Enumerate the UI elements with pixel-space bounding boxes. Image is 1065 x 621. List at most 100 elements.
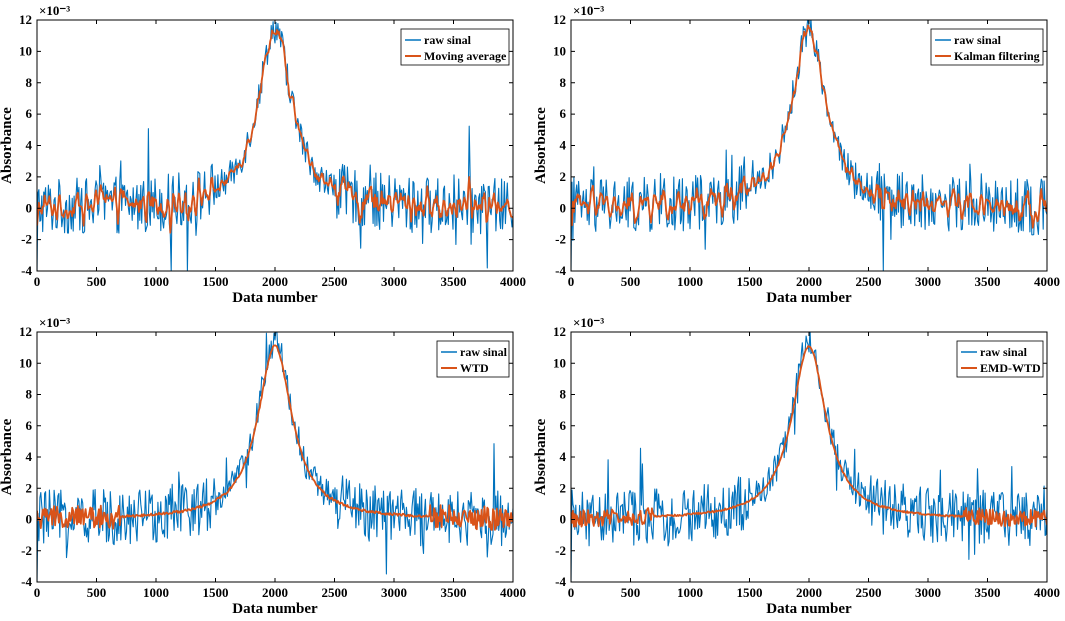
- y-tick-label: 12: [553, 324, 566, 339]
- y-axis-label: Absorbance: [0, 418, 15, 495]
- y-tick-label: 6: [560, 418, 567, 433]
- x-tick-label: 500: [87, 274, 107, 289]
- plot-area: [571, 332, 1047, 582]
- y-tick-label: 10: [19, 43, 32, 58]
- plot-area: [37, 21, 513, 271]
- x-tick-label: 500: [621, 585, 641, 600]
- x-tick-label: 2000: [262, 585, 288, 600]
- x-tick-label: 4000: [500, 274, 526, 289]
- y-tick-label: 12: [553, 12, 566, 27]
- y-tick-label: 2: [26, 480, 33, 495]
- x-tick-label: 4000: [1034, 585, 1060, 600]
- chart-panel-4: 0 500 1000 1500 2000 2500 3000 3500 4000 -4 -2 0 2 4 6…: [533, 315, 1060, 617]
- x-axis-label: Data number: [766, 601, 852, 617]
- exponent-label: ×10⁻³: [573, 3, 604, 18]
- x-tick-label: 3000: [915, 585, 941, 600]
- x-tick-label: 4000: [1034, 274, 1060, 289]
- y-tick-label: -4: [555, 574, 566, 589]
- x-tick-label: 0: [568, 585, 575, 600]
- y-tick-label: 0: [560, 200, 567, 215]
- x-tick-label: 3000: [381, 585, 407, 600]
- legend-label-2: EMD-WTD: [980, 361, 1041, 375]
- x-tick-label: 3500: [975, 274, 1001, 289]
- x-tick-label: 1500: [737, 274, 763, 289]
- exponent-label: ×10⁻³: [573, 315, 604, 330]
- y-tick-label: 12: [19, 12, 32, 27]
- x-tick-label: 1000: [677, 585, 703, 600]
- series-line-2: [37, 29, 513, 234]
- y-tick-label: -2: [555, 543, 566, 558]
- y-tick-label: -2: [21, 543, 32, 558]
- exponent-label: ×10⁻³: [39, 315, 70, 330]
- y-tick-label: 10: [553, 355, 566, 370]
- y-axis-label: Absorbance: [533, 418, 549, 495]
- y-tick-label: 8: [26, 75, 33, 90]
- x-tick-label: 2000: [796, 274, 822, 289]
- y-tick-label: 8: [26, 387, 33, 402]
- chart-panel-1: 0 500 1000 1500 2000 2500 3000 3500 4000 -4 -2 0 2 4 6…: [0, 3, 526, 306]
- y-tick-label: 0: [26, 200, 33, 215]
- legend-label-1: raw sinal: [460, 345, 508, 359]
- y-tick-label: 0: [560, 512, 567, 527]
- x-tick-label: 3500: [441, 585, 467, 600]
- y-tick-label: 0: [26, 512, 33, 527]
- y-tick-label: -2: [555, 232, 566, 247]
- y-tick-label: 4: [26, 449, 33, 464]
- series-line-2: [37, 344, 513, 531]
- x-tick-label: 1500: [203, 274, 229, 289]
- x-axis-label: Data number: [232, 601, 318, 617]
- y-tick-label: 10: [553, 43, 566, 58]
- y-tick-label: -2: [21, 232, 32, 247]
- x-tick-label: 2500: [856, 274, 882, 289]
- x-tick-label: 3000: [915, 274, 941, 289]
- series-line-2: [571, 345, 1047, 528]
- legend-label-1: raw sinal: [424, 33, 472, 47]
- x-tick-label: 0: [34, 274, 41, 289]
- x-tick-label: 2000: [796, 585, 822, 600]
- x-tick-label: 3500: [975, 585, 1001, 600]
- legend-box: [956, 340, 1044, 378]
- x-tick-label: 4000: [500, 585, 526, 600]
- y-tick-label: 8: [560, 75, 567, 90]
- y-tick-label: 4: [560, 138, 567, 153]
- y-tick-label: 6: [26, 418, 33, 433]
- y-tick-label: 2: [26, 169, 33, 184]
- legend-box: [930, 28, 1044, 66]
- x-tick-label: 3000: [381, 274, 407, 289]
- y-tick-label: -4: [21, 574, 32, 589]
- x-tick-label: 3500: [441, 274, 467, 289]
- legend-label-2: Kalman filtering: [954, 49, 1040, 63]
- legend-label-1: raw sinal: [954, 33, 1002, 47]
- x-tick-label: 1000: [143, 585, 169, 600]
- x-tick-label: 2500: [322, 274, 348, 289]
- chart-panel-2: 0 500 1000 1500 2000 2500 3000 3500 4000 -4 -2 0 2 4 6…: [533, 3, 1060, 306]
- x-tick-label: 500: [621, 274, 641, 289]
- exponent-label: ×10⁻³: [39, 3, 70, 18]
- x-tick-label: 1000: [677, 274, 703, 289]
- legend-label-1: raw sinal: [980, 345, 1028, 359]
- x-tick-label: 0: [568, 274, 575, 289]
- plot-area: [37, 332, 513, 582]
- series-line-2: [571, 24, 1047, 229]
- y-axis-label: Absorbance: [533, 107, 549, 184]
- x-tick-label: 1000: [143, 274, 169, 289]
- y-tick-label: 4: [26, 138, 33, 153]
- legend: raw sinal Kalman filtering: [930, 28, 1044, 66]
- x-tick-label: 1500: [203, 585, 229, 600]
- legend-label-2: WTD: [460, 361, 489, 375]
- y-tick-label: 6: [560, 106, 567, 121]
- x-tick-label: 0: [34, 585, 41, 600]
- y-tick-label: 12: [19, 324, 32, 339]
- y-axis-label: Absorbance: [0, 107, 15, 184]
- x-tick-label: 500: [87, 585, 107, 600]
- x-tick-label: 2000: [262, 274, 288, 289]
- y-tick-label: 10: [19, 355, 32, 370]
- x-axis-label: Data number: [232, 290, 318, 306]
- legend: raw sinal EMD-WTD: [956, 340, 1044, 378]
- y-tick-label: 2: [560, 169, 567, 184]
- x-axis-label: Data number: [766, 290, 852, 306]
- chart-panel-3: 0 500 1000 1500 2000 2500 3000 3500 4000 -4 -2 0 2 4 6…: [0, 315, 526, 617]
- x-tick-label: 1500: [737, 585, 763, 600]
- x-tick-label: 2500: [856, 585, 882, 600]
